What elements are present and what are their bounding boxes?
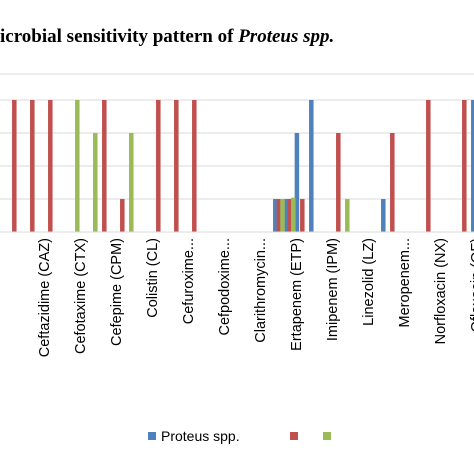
x-tick-label: Norfloxacin (NX) bbox=[433, 238, 449, 344]
bar-series-1 bbox=[294, 133, 300, 232]
x-tick-label: Meropenem... bbox=[397, 238, 413, 327]
bar-series-2 bbox=[12, 100, 17, 232]
bar-series-2 bbox=[120, 199, 125, 232]
bar-series-3 bbox=[291, 197, 296, 232]
x-tick-label: Linezolid (LZ) bbox=[361, 238, 377, 326]
bar-series-1 bbox=[381, 199, 386, 232]
x-tick-labels: Ceftazidime (CAZ) Cefotaxime (CTX) Cefepim… bbox=[37, 238, 474, 357]
bar-series-3 bbox=[75, 100, 80, 232]
bar-series-1 bbox=[273, 199, 278, 232]
x-tick-label: Colistin (CL) bbox=[145, 238, 161, 318]
x-tick-label: Cefuroxime... bbox=[181, 238, 197, 324]
x-tick-label: Cefpodoxime... bbox=[217, 238, 233, 336]
bar-series-2 bbox=[462, 100, 467, 232]
bar-series-2 bbox=[48, 100, 53, 232]
bar-series-2 bbox=[156, 100, 161, 232]
x-tick-label: Cefepime (CPM) bbox=[109, 238, 125, 346]
legend-swatch-series-1 bbox=[148, 432, 156, 440]
bar-series-1 bbox=[283, 199, 289, 232]
bar-series-2 bbox=[300, 199, 305, 232]
bar-series-2 bbox=[287, 199, 292, 232]
legend-swatch-series-3 bbox=[323, 432, 331, 440]
chart-title-italic: Proteus spp. bbox=[237, 26, 334, 47]
legend: Proteus spp. bbox=[148, 428, 331, 444]
bars bbox=[12, 100, 474, 232]
legend-swatch-series-2 bbox=[290, 432, 298, 440]
chart-title-main: icrobial sensitivity pattern of bbox=[0, 26, 238, 47]
bar-series-2 bbox=[276, 199, 282, 232]
bar-series-3 bbox=[280, 199, 285, 232]
x-tick-label: Clarithromycin... bbox=[253, 238, 269, 343]
x-tick-label: Ceftazidime (CAZ) bbox=[37, 238, 53, 357]
x-tick-label: Cefotaxime (CTX) bbox=[73, 238, 89, 354]
bar-series-2 bbox=[426, 100, 431, 232]
bar-series-3 bbox=[93, 133, 98, 232]
bar-series-2 bbox=[390, 133, 395, 232]
bar-series-2 bbox=[192, 100, 197, 232]
bar-series-1 bbox=[309, 100, 314, 232]
bar-series-1 bbox=[471, 100, 474, 232]
bar-series-3 bbox=[129, 133, 134, 232]
chart-title: icrobial sensitivity pattern of Proteus … bbox=[0, 26, 334, 47]
bar-series-2 bbox=[174, 100, 179, 232]
legend-label-series-1: Proteus spp. bbox=[161, 428, 240, 444]
bar-series-2 bbox=[336, 133, 341, 232]
bar-series-3 bbox=[345, 199, 350, 232]
bar-series-2 bbox=[102, 100, 107, 232]
x-tick-label: Imipenem (IPM) bbox=[325, 238, 341, 341]
x-tick-label: Ertapenem (ETP) bbox=[289, 238, 305, 351]
bar-series-2 bbox=[30, 100, 35, 232]
x-tick-label: Ofloxacin (OF) bbox=[469, 238, 474, 332]
